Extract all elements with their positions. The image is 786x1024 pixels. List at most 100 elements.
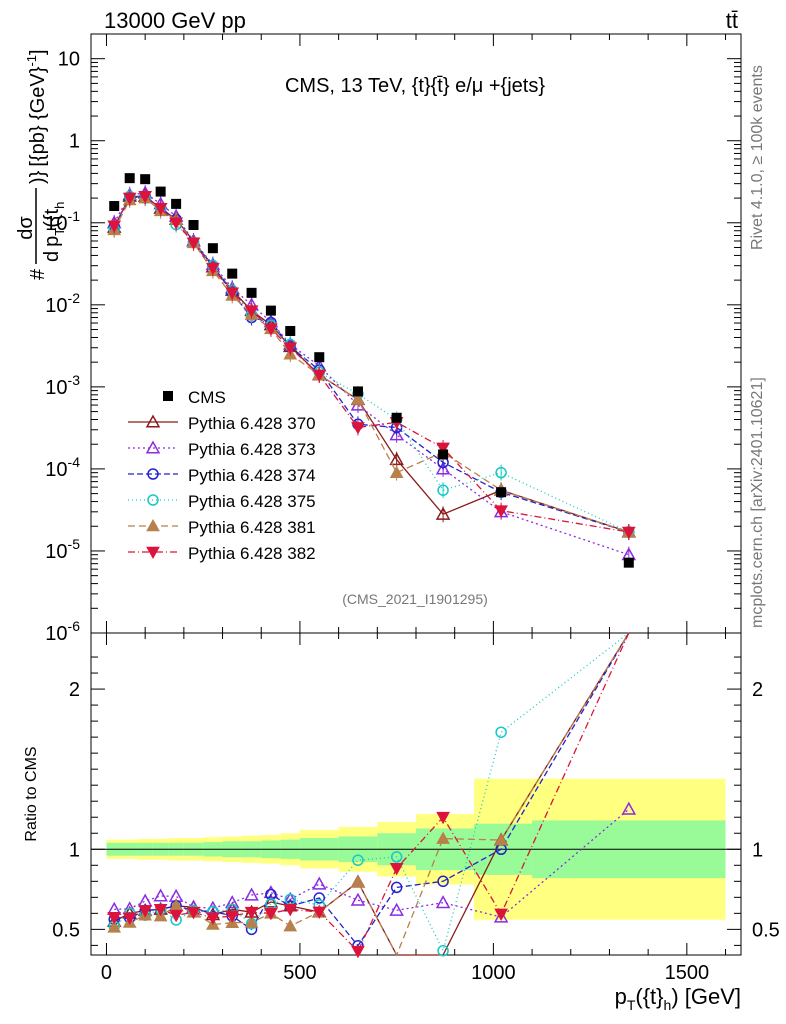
legend-entry: Pythia 6.428 382 bbox=[128, 544, 316, 563]
series-ratio-point bbox=[437, 875, 449, 888]
rivet-label: Rivet 4.1.0, ≥ 100k events bbox=[749, 65, 766, 250]
series-point bbox=[138, 191, 153, 204]
series-point bbox=[169, 217, 183, 230]
series-point bbox=[494, 505, 508, 518]
y-tick-label: 1 bbox=[69, 131, 80, 153]
cms-data-point bbox=[496, 487, 507, 498]
series-point bbox=[436, 442, 450, 455]
cms-data-point bbox=[285, 325, 296, 336]
svg-text:dσ: dσ bbox=[15, 216, 37, 240]
series-point bbox=[312, 369, 327, 382]
cms-data-point bbox=[227, 268, 238, 279]
series-ratio-point bbox=[122, 912, 137, 925]
series-ratio-point bbox=[169, 909, 183, 923]
ratio-y-tick-label: 1 bbox=[69, 839, 80, 861]
legend-label: Pythia 6.428 374 bbox=[188, 466, 316, 485]
cms-data-point bbox=[246, 287, 257, 298]
series-ratio-point bbox=[621, 801, 637, 815]
series-ratio-point bbox=[494, 832, 508, 846]
series-point bbox=[264, 323, 278, 336]
series-ratio-point bbox=[311, 876, 327, 890]
cms-data-layer bbox=[109, 173, 634, 568]
legend-label: Pythia 6.428 382 bbox=[188, 544, 316, 563]
series-point bbox=[437, 484, 449, 496]
header-right: tt̄ bbox=[726, 8, 738, 33]
series-ratio-point bbox=[244, 915, 259, 928]
series-point bbox=[389, 465, 404, 478]
series-ratio-point bbox=[224, 895, 240, 909]
series-ratio-point bbox=[225, 910, 240, 924]
cms-data-point bbox=[140, 174, 151, 185]
legend-entry: Pythia 6.428 373 bbox=[128, 440, 316, 459]
series-point bbox=[621, 526, 636, 540]
legend-marker bbox=[146, 518, 160, 532]
series-ratio-point bbox=[389, 902, 404, 916]
cms-data-point bbox=[171, 198, 182, 209]
series-ratio-point bbox=[206, 912, 220, 925]
series-point bbox=[107, 220, 122, 233]
legend-entry-cms: CMS bbox=[163, 388, 226, 407]
y-tick-label: 10-5 bbox=[45, 536, 80, 563]
legend-entry: Pythia 6.428 374 bbox=[128, 466, 316, 485]
series-line bbox=[113, 192, 630, 556]
legend-marker bbox=[146, 546, 160, 560]
cms-data-point bbox=[314, 352, 325, 363]
ratio-uncertainty-bands bbox=[91, 778, 741, 920]
series-point bbox=[389, 427, 404, 441]
series-point bbox=[186, 237, 201, 250]
series-ratio-point bbox=[390, 881, 403, 894]
cms-data-point bbox=[188, 219, 199, 230]
series-ratio-point bbox=[494, 908, 508, 921]
y-tick-label: 10-1 bbox=[45, 208, 80, 235]
legend-entry: Pythia 6.428 370 bbox=[128, 414, 316, 433]
legend-label: Pythia 6.428 381 bbox=[188, 518, 316, 537]
legend-label: CMS bbox=[188, 388, 226, 407]
ratio-y-tick-label: 2 bbox=[752, 679, 763, 701]
cms-data-point bbox=[124, 173, 135, 184]
ratio-y-tick-label: 1 bbox=[752, 839, 763, 861]
ratio-y-tick-label: 0.5 bbox=[752, 919, 780, 941]
series-layer bbox=[106, 185, 637, 959]
legend-entry: Pythia 6.428 381 bbox=[128, 518, 316, 537]
y-tick-label: 10-3 bbox=[45, 372, 80, 399]
series-point bbox=[495, 466, 507, 479]
series-ratio-point bbox=[312, 906, 327, 919]
x-axis-title: pT({t}h) [GeV] bbox=[615, 984, 741, 1013]
legend-entry: Pythia 6.428 375 bbox=[128, 492, 316, 511]
cms-data-point bbox=[438, 449, 449, 460]
legend-marker bbox=[147, 468, 159, 480]
y-tick-label: 10-2 bbox=[45, 290, 80, 317]
series-point bbox=[225, 287, 240, 300]
series-ratio-point bbox=[351, 875, 365, 888]
series-ratio-point bbox=[313, 892, 326, 904]
series-ratio-point bbox=[138, 905, 153, 918]
series-382 bbox=[107, 188, 636, 959]
series-point bbox=[283, 342, 298, 355]
series-ratio-point bbox=[186, 907, 201, 920]
legend-marker bbox=[163, 391, 173, 401]
series-ratio-point bbox=[263, 885, 279, 899]
series-ratio-point bbox=[350, 892, 366, 906]
series-ratio-point bbox=[107, 920, 122, 933]
series-ratio-point bbox=[244, 887, 259, 901]
x-tick-label: 0 bbox=[101, 962, 112, 984]
series-ratio-point bbox=[244, 906, 259, 920]
series-point bbox=[389, 452, 404, 466]
series-line bbox=[113, 197, 629, 533]
y-tick-label: 10-4 bbox=[45, 454, 80, 481]
header-left: 13000 GeV pp bbox=[104, 8, 246, 33]
series-ratio-point bbox=[436, 811, 450, 825]
cms-data-point bbox=[207, 243, 218, 254]
series-ratio-point bbox=[389, 863, 404, 876]
series-ratio-point bbox=[283, 904, 298, 917]
cms-data-point bbox=[391, 412, 402, 423]
watermark: (CMS_2021_I1901295) bbox=[342, 591, 488, 607]
series-ratio-point bbox=[390, 851, 403, 863]
cms-data-point bbox=[623, 557, 634, 568]
ratio-y-axis-title: Ratio to CMS bbox=[23, 746, 40, 841]
series-point bbox=[351, 392, 365, 405]
series-ratio-point bbox=[435, 895, 451, 909]
legend-label: Pythia 6.428 370 bbox=[188, 414, 316, 433]
series-ratio-point bbox=[153, 888, 168, 902]
top-y-axis-title: # dσ dpT({th )}[{pb} {GeV}-1] bbox=[15, 49, 67, 280]
